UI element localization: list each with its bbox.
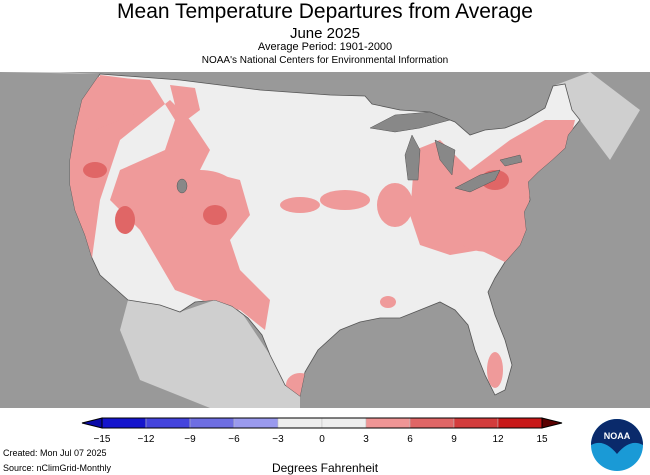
legend-tick-label: 12 [492, 434, 504, 445]
svg-text:NOAA: NOAA [604, 431, 631, 441]
legend-units: Degrees Fahrenheit [271, 461, 379, 475]
created-date: Created: Mon Jul 07 2025 [3, 448, 107, 458]
legend-tick-label: 3 [363, 434, 369, 445]
above-average-regions [70, 75, 575, 396]
temperature-map [0, 72, 650, 408]
data-source: Source: nClimGrid-Monthly [3, 463, 112, 473]
map-title: Mean Temperature Departures from Average [117, 0, 533, 23]
legend-bin [409, 417, 455, 429]
canada-land [0, 72, 640, 160]
mexico-land [120, 300, 300, 408]
legend-bin [497, 417, 543, 429]
legend-tick-label: −9 [184, 434, 196, 445]
legend-tick-label: 9 [451, 434, 457, 445]
legend-arrow-high [541, 417, 563, 429]
legend-tick-label: −12 [137, 434, 155, 445]
legend-arrow-low [81, 417, 103, 429]
great-lakes [176, 111, 523, 194]
noaa-logo: NOAA [591, 419, 643, 471]
legend-bin [277, 417, 323, 429]
legend-tick-label: 15 [536, 434, 548, 445]
legend-tick-label: 6 [407, 434, 413, 445]
legend-tick-label: 0 [319, 434, 325, 445]
legend-bin [453, 417, 499, 429]
legend-bin [233, 417, 279, 429]
average-period: Average Period: 1901-2000 [257, 41, 393, 53]
legend-tick-label: −3 [272, 434, 284, 445]
organization: NOAA's National Centers for Environmenta… [201, 55, 449, 66]
legend-bin [145, 417, 191, 429]
legend-bin [365, 417, 411, 429]
legend-bin [189, 417, 235, 429]
legend-bin [101, 417, 147, 429]
legend-bin [321, 417, 367, 429]
map-subtitle: June 2025 [289, 25, 361, 42]
legend-tick-label: −15 [93, 434, 111, 445]
legend-tick-label: −6 [228, 434, 240, 445]
color-legend [81, 417, 563, 429]
